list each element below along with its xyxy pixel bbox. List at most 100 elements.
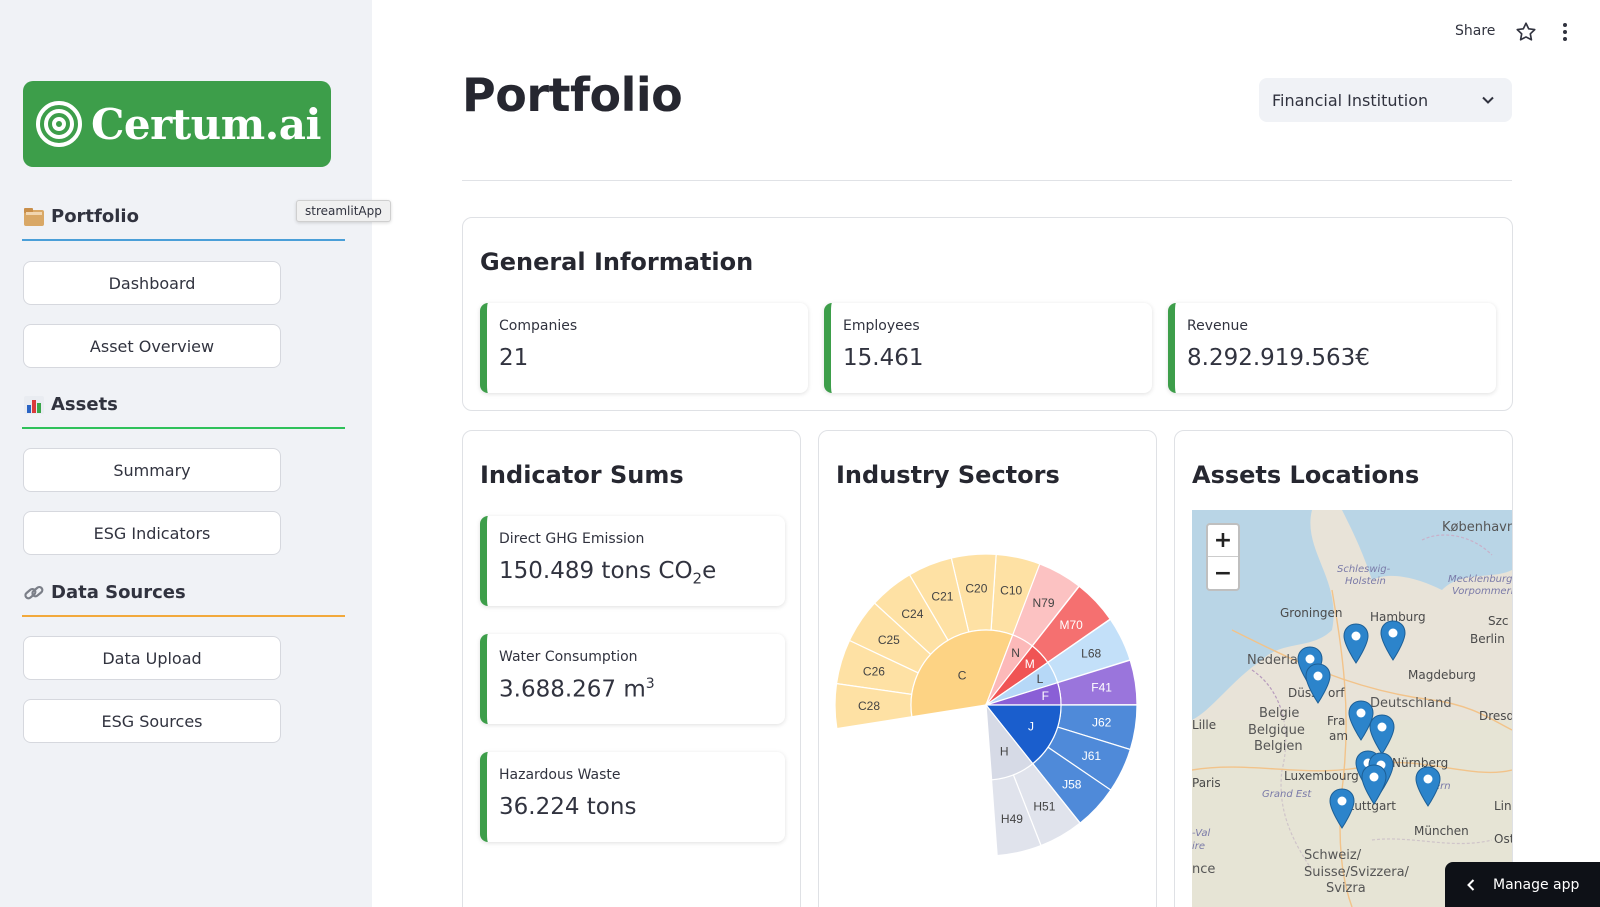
indicator-sums-card: Indicator Sums Direct GHG Emission 150.4…: [462, 430, 801, 907]
metric-revenue: Revenue 8.292.919.563€: [1168, 303, 1496, 393]
map-place-label: Fra: [1327, 714, 1346, 728]
sector-label-j61: J61: [1082, 749, 1102, 763]
sector-c: [910, 629, 1014, 718]
metric-label: Employees: [843, 318, 920, 334]
sector-j: [984, 704, 1062, 765]
metric-value: 3.688.267 m3: [499, 676, 655, 703]
map-place-label: Schweiz/: [1304, 848, 1362, 863]
sector-label-h49: H49: [1001, 812, 1023, 826]
metric-employees: Employees 15.461: [824, 303, 1152, 393]
metric-label: Direct GHG Emission: [499, 531, 645, 547]
metric-label: Revenue: [1187, 318, 1248, 334]
sidebar: Certum.ai Portfolio Dashboard Asset Over…: [0, 0, 372, 907]
link-icon: [24, 585, 44, 599]
select-value: Financial Institution: [1272, 90, 1429, 110]
metric-value: 36.224 tons: [499, 794, 637, 820]
section-divider: [22, 615, 345, 617]
map-place-label: Berlin: [1470, 632, 1505, 646]
star-icon[interactable]: [1515, 21, 1537, 43]
sector-label-j58: J58: [1062, 778, 1082, 792]
section-title-portfolio: Portfolio: [23, 206, 139, 227]
nav-button-data-upload[interactable]: Data Upload: [23, 636, 281, 680]
map-marker-icon[interactable]: [1379, 620, 1407, 662]
sector-label-h: H: [1000, 745, 1009, 759]
map-marker-icon[interactable]: [1414, 766, 1442, 808]
sector-label-c24: C24: [901, 607, 923, 621]
institution-select[interactable]: Financial Institution: [1259, 78, 1512, 122]
nav-button-summary[interactable]: Summary: [23, 448, 281, 492]
header-divider: [462, 180, 1512, 181]
map-place-label: København: [1442, 520, 1512, 535]
map-place-label: ire: [1192, 841, 1206, 852]
logo-target-icon: [36, 101, 82, 147]
zoom-in-button[interactable]: +: [1208, 525, 1238, 557]
chevron-left-icon: [1467, 878, 1475, 891]
section-title-data-sources: Data Sources: [23, 582, 186, 603]
map-place-label: Nederla: [1247, 653, 1298, 668]
manage-app-button[interactable]: Manage app: [1445, 862, 1600, 907]
map-place-label: -Val: [1192, 828, 1211, 839]
metric-label: Hazardous Waste: [499, 767, 621, 783]
map-place-label: Belgique: [1248, 723, 1305, 738]
industry-sectors-card: Industry Sectors C14C29C10C20C21C24C25C2…: [818, 430, 1157, 907]
sector-label-h51: H51: [1033, 799, 1055, 813]
section-title-assets: Assets: [23, 394, 118, 415]
nav-button-asset-overview[interactable]: Asset Overview: [23, 324, 281, 368]
map-marker-icon[interactable]: [1368, 714, 1396, 756]
map-marker-icon[interactable]: [1304, 663, 1332, 705]
kebab-menu-icon[interactable]: [1555, 21, 1575, 43]
sector-label-c20: C20: [965, 581, 987, 595]
metric-value: 21: [499, 345, 529, 371]
map-place-label: Belgie: [1259, 706, 1300, 721]
sector-label-f41: F41: [1091, 680, 1112, 694]
sector-h: [985, 703, 1034, 781]
map-place-label: am: [1329, 729, 1349, 743]
sector-label-j62: J62: [1092, 715, 1112, 729]
map-place-label: Stuttgart: [1342, 799, 1396, 813]
section-divider: [22, 239, 345, 241]
nav-button-esg-indicators[interactable]: ESG Indicators: [23, 511, 281, 555]
map-place-label: Oste: [1494, 832, 1512, 846]
map-place-label: Hamburg: [1370, 610, 1426, 624]
sector-label-f: F: [1042, 689, 1049, 703]
map-marker-icon[interactable]: [1342, 623, 1370, 665]
sector-label-j: J: [1028, 720, 1034, 734]
map-marker-icon[interactable]: [1328, 788, 1356, 830]
map-place-label: Svizra: [1326, 881, 1366, 896]
sector-label-c10: C10: [1000, 584, 1022, 598]
sector-label-c25: C25: [878, 633, 900, 647]
certum-logo: Certum.ai: [23, 81, 331, 167]
metric-companies: Companies 21: [480, 303, 808, 393]
metric-label: Water Consumption: [499, 649, 638, 665]
sector-label-c21: C21: [931, 589, 953, 603]
map-marker-icon[interactable]: [1347, 700, 1375, 742]
map-place-label: Groningen: [1280, 606, 1343, 620]
sector-label-n79: N79: [1033, 596, 1055, 610]
metric-ghg-emission: Direct GHG Emission 150.489 tons CO2e: [480, 516, 785, 606]
metric-value: 150.489 tons CO2e: [499, 558, 717, 588]
sector-label-m70: M70: [1060, 618, 1084, 632]
page-title: Portfolio: [462, 68, 683, 122]
folder-icon: [24, 207, 44, 226]
zoom-control: + −: [1206, 523, 1240, 591]
sector-label-l68: L68: [1081, 647, 1101, 661]
industry-sunburst-chart: C14C29C10C20C21C24C25C26C28N79M70L68F41J…: [834, 553, 1138, 857]
share-button[interactable]: Share: [1455, 23, 1496, 39]
manage-app-label: Manage app: [1493, 876, 1580, 893]
section-divider: [22, 427, 345, 429]
map-place-label: ern: [1434, 781, 1451, 792]
logo-text: Certum.ai: [91, 99, 321, 149]
card-title: Indicator Sums: [480, 461, 684, 489]
map-place-label: Suisse/Svizzera/: [1304, 865, 1409, 880]
map-place-label: Mecklenburg-: [1448, 574, 1512, 585]
zoom-out-button[interactable]: −: [1213, 560, 1233, 586]
map-marker-icon[interactable]: [1360, 764, 1388, 806]
map-place-label: Paris: [1192, 776, 1221, 790]
section-label: Data Sources: [51, 582, 186, 603]
chevron-down-icon: [1482, 96, 1494, 104]
assets-map[interactable]: + − København Schleswig- Holstein Mecklenbu…: [1192, 510, 1512, 907]
sector-label-n: N: [1011, 646, 1020, 660]
nav-button-esg-sources[interactable]: ESG Sources: [23, 699, 281, 743]
nav-button-dashboard[interactable]: Dashboard: [23, 261, 281, 305]
sector-label-c28: C28: [858, 699, 880, 713]
